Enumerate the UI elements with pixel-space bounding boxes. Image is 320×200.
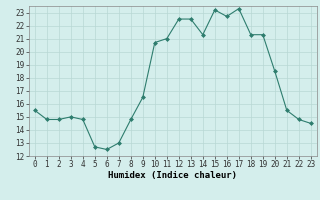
X-axis label: Humidex (Indice chaleur): Humidex (Indice chaleur)	[108, 171, 237, 180]
